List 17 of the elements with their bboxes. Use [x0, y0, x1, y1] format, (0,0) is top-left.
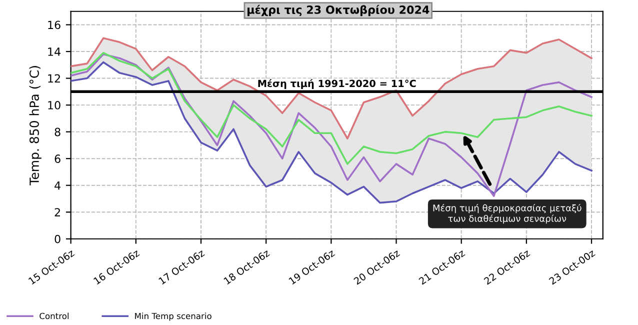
y-tick-label: 8	[54, 128, 60, 136]
y-tick-label: 10	[48, 101, 60, 110]
legend-label: Control	[40, 312, 69, 320]
y-tick-label: 14	[48, 48, 60, 56]
y-tick-label: 4	[54, 181, 60, 190]
y-tick-label: 6	[54, 154, 60, 163]
ref-line-label: Μέση τιμή 1991-2020 = 11°C	[258, 79, 416, 89]
y-tick-label: 12	[48, 74, 60, 83]
line-series	[70, 37, 592, 140]
chart-title: μέχρι τις 23 Οκτωβρίου 2024	[248, 4, 430, 16]
y-tick-label: 16	[48, 20, 60, 30]
line-series	[70, 52, 592, 165]
y-tick-label: 0	[54, 234, 60, 244]
y-axis-title: Temp. 850 hPa (°C)	[29, 66, 42, 186]
annotation: Μέση τιμή θερμοκρασίας μεταξύ των διαθέσιμων σεναρίων	[433, 204, 582, 224]
y-tick-label: 2	[54, 208, 60, 216]
legend-label: Min Temp scenario	[135, 312, 212, 321]
